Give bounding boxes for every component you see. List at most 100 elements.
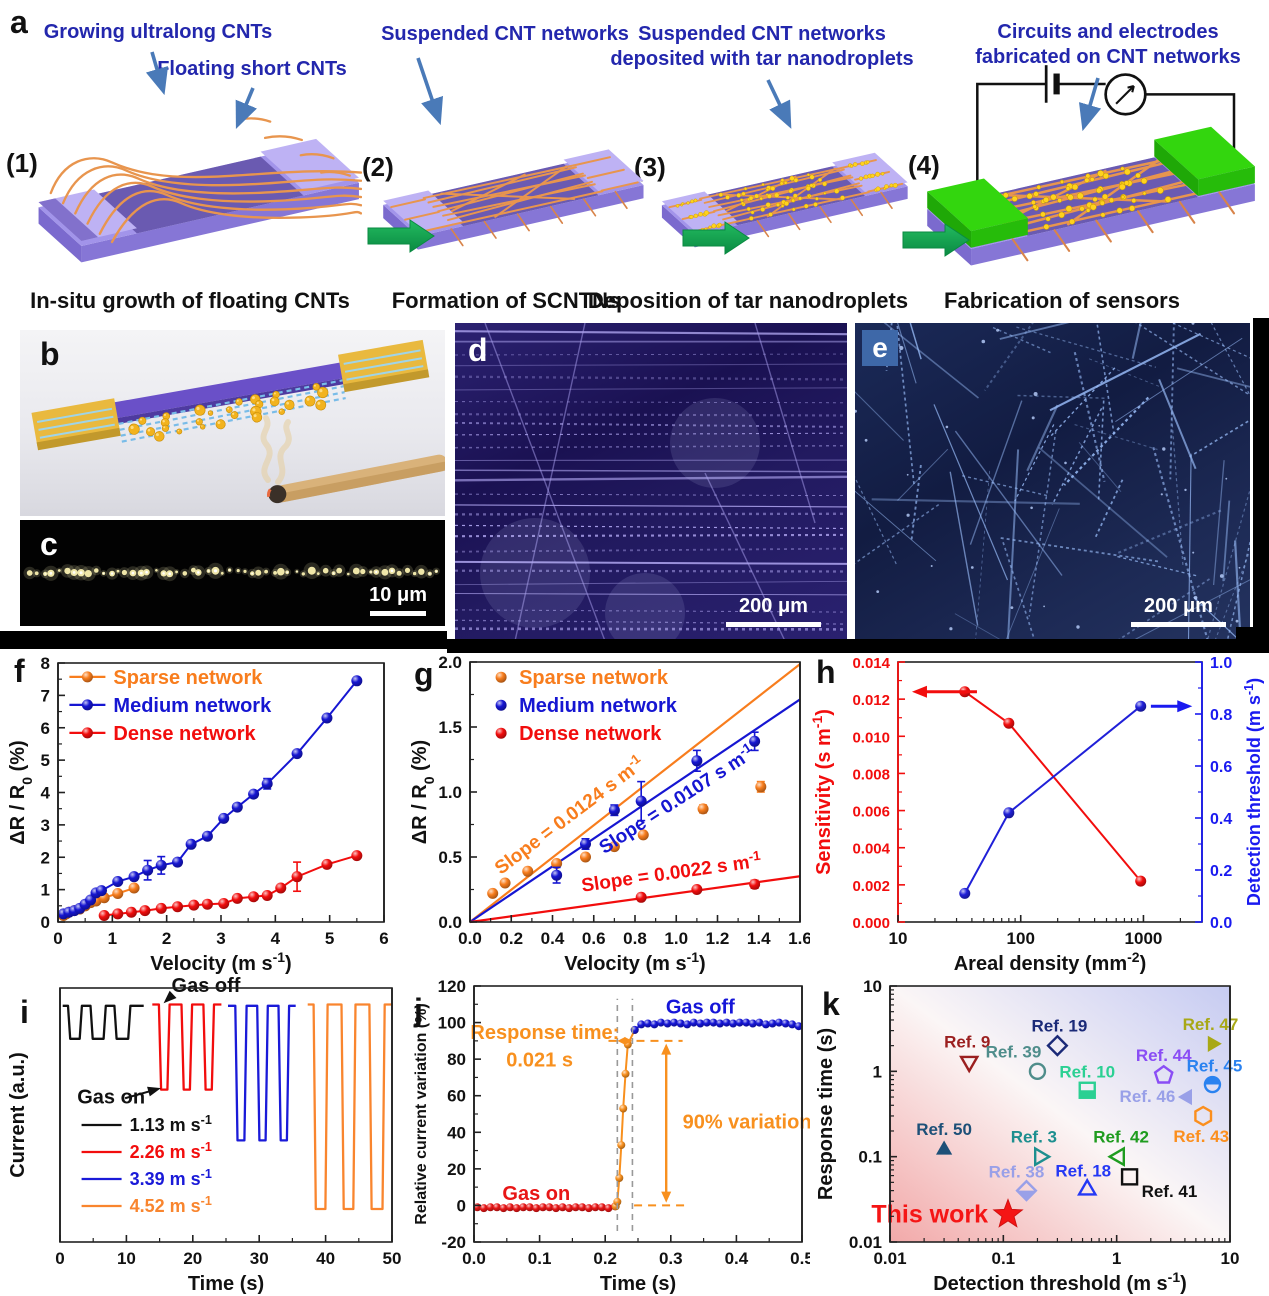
svg-text:1.0: 1.0 bbox=[1210, 655, 1232, 672]
svg-text:0.010: 0.010 bbox=[852, 729, 890, 746]
svg-text:Response time (s): Response time (s) bbox=[815, 1028, 837, 1200]
schematic-step2 bbox=[383, 149, 644, 250]
svg-text:ΔR / R0 (%): ΔR / R0 (%) bbox=[409, 740, 437, 844]
svg-text:0: 0 bbox=[55, 1249, 64, 1268]
caption-step2: Formation of SCNTNs bbox=[391, 288, 621, 313]
panel-label-j: j bbox=[414, 992, 423, 1028]
step-number-2: (2) bbox=[362, 152, 394, 182]
svg-text:6: 6 bbox=[41, 719, 50, 738]
step-number-4: (4) bbox=[908, 150, 940, 180]
svg-text:0.012: 0.012 bbox=[852, 692, 890, 709]
svg-text:Ref. 3: Ref. 3 bbox=[1011, 1128, 1057, 1147]
schematic-step1 bbox=[38, 117, 362, 263]
svg-text:0.0: 0.0 bbox=[462, 1249, 486, 1268]
svg-text:2.0: 2.0 bbox=[438, 653, 462, 672]
electrodes bbox=[927, 126, 1255, 248]
svg-text:0.1: 0.1 bbox=[858, 1148, 882, 1167]
chart-f: 0 1 2 3 4 5 6 0 1 2 3 4 5 6 7 8 Velocity (m s-1) ΔR / R0 … bbox=[7, 654, 389, 975]
svg-text:Detection threshold (m s-1): Detection threshold (m s-1) bbox=[933, 1269, 1187, 1295]
svg-text:Gas on: Gas on bbox=[502, 1183, 570, 1205]
electrode-left bbox=[31, 398, 121, 451]
svg-text:10: 10 bbox=[889, 929, 908, 948]
schematic-step4 bbox=[927, 65, 1255, 266]
svg-text:0.4: 0.4 bbox=[725, 1249, 749, 1268]
svg-text:0.8: 0.8 bbox=[1210, 707, 1232, 724]
svg-text:Time (s): Time (s) bbox=[600, 1273, 676, 1295]
svg-text:0.6: 0.6 bbox=[582, 929, 606, 948]
scalebar-d: 200 μm bbox=[726, 595, 821, 627]
chart-i: Gas off Gas on 0 10 20 30 40 50 Time (s) Current … bbox=[7, 976, 402, 1295]
svg-text:0.5: 0.5 bbox=[438, 848, 462, 867]
svg-text:Current (a.u.): Current (a.u.) bbox=[7, 1052, 29, 1178]
svg-text:Velocity (m s-1): Velocity (m s-1) bbox=[150, 949, 291, 975]
separator-bar bbox=[447, 639, 1269, 653]
svg-text:10: 10 bbox=[117, 1249, 136, 1268]
panel-c-image: 10 μm bbox=[20, 520, 445, 626]
panel-label-h: h bbox=[816, 654, 836, 690]
separator-bar bbox=[1236, 627, 1269, 653]
svg-text:Response time:: Response time: bbox=[470, 1022, 619, 1044]
svg-text:3: 3 bbox=[216, 929, 225, 948]
svg-text:120: 120 bbox=[438, 977, 466, 996]
svg-text:Gas off: Gas off bbox=[666, 996, 735, 1018]
svg-text:Ref. 38: Ref. 38 bbox=[989, 1163, 1045, 1182]
svg-text:40: 40 bbox=[316, 1249, 335, 1268]
svg-text:0.002: 0.002 bbox=[852, 878, 890, 895]
svg-text:Slope = 0.0124 s m-1: Slope = 0.0124 s m-1 bbox=[489, 750, 649, 879]
panel-d-image: 200 μm bbox=[455, 323, 847, 641]
svg-text:Relative current variation (%): Relative current variation (%) bbox=[413, 1003, 430, 1224]
panel-b-image bbox=[20, 330, 445, 516]
panel-label-d: d bbox=[468, 332, 488, 368]
svg-text:30: 30 bbox=[250, 1249, 269, 1268]
svg-text:2: 2 bbox=[41, 848, 50, 867]
svg-text:40: 40 bbox=[447, 1123, 466, 1142]
svg-text:2.26 m s-1: 2.26 m s-1 bbox=[130, 1140, 212, 1162]
svg-text:0.014: 0.014 bbox=[852, 655, 890, 672]
svg-text:Slope = 0.0107 s m-1: Slope = 0.0107 s m-1 bbox=[594, 739, 760, 859]
panel-b-schematic bbox=[31, 339, 445, 504]
svg-text:5: 5 bbox=[325, 929, 334, 948]
incense-stick-icon bbox=[266, 454, 445, 504]
svg-text:10: 10 bbox=[1221, 1249, 1240, 1268]
svg-text:0.021 s: 0.021 s bbox=[506, 1049, 573, 1071]
caption-step1: In-situ growth of floating CNTs bbox=[30, 288, 350, 313]
panel-label-f: f bbox=[14, 653, 25, 689]
svg-text:Ref. 50: Ref. 50 bbox=[916, 1120, 972, 1139]
svg-text:Ref. 46: Ref. 46 bbox=[1120, 1087, 1176, 1106]
svg-text:1.6: 1.6 bbox=[788, 929, 810, 948]
svg-text:3.39 m s-1: 3.39 m s-1 bbox=[130, 1167, 212, 1189]
caption-step3: Deposition of tar nanodroplets bbox=[587, 288, 909, 313]
svg-text:0: 0 bbox=[53, 929, 62, 948]
svg-text:Ref. 43: Ref. 43 bbox=[1173, 1127, 1229, 1146]
caption-step4: Fabrication of sensors bbox=[944, 288, 1180, 313]
svg-text:Medium network: Medium network bbox=[113, 695, 272, 717]
svg-text:1.4: 1.4 bbox=[747, 929, 771, 948]
svg-text:0.6: 0.6 bbox=[1210, 759, 1232, 776]
svg-text:0.0: 0.0 bbox=[1210, 915, 1232, 932]
svg-text:1.2: 1.2 bbox=[706, 929, 730, 948]
svg-text:50: 50 bbox=[383, 1249, 402, 1268]
svg-text:0.008: 0.008 bbox=[852, 766, 890, 783]
svg-text:Ref. 19: Ref. 19 bbox=[1032, 1017, 1088, 1036]
step-number-3: (3) bbox=[634, 152, 666, 182]
svg-text:0.01: 0.01 bbox=[873, 1249, 906, 1268]
svg-text:0.3: 0.3 bbox=[659, 1249, 683, 1268]
svg-text:Ref. 44: Ref. 44 bbox=[1136, 1046, 1192, 1065]
svg-text:1: 1 bbox=[108, 929, 117, 948]
svg-text:Ref. 47: Ref. 47 bbox=[1183, 1015, 1239, 1034]
svg-text:3: 3 bbox=[41, 816, 50, 835]
svg-text:Sparse network: Sparse network bbox=[519, 667, 669, 689]
smoke-icon bbox=[260, 415, 292, 485]
svg-text:1: 1 bbox=[41, 881, 50, 900]
svg-text:0.0: 0.0 bbox=[458, 929, 482, 948]
svg-text:Gas on: Gas on bbox=[77, 1087, 145, 1109]
svg-text:Gas off: Gas off bbox=[172, 976, 241, 997]
svg-text:100: 100 bbox=[438, 1014, 466, 1033]
svg-text:Ref. 42: Ref. 42 bbox=[1093, 1128, 1149, 1147]
svg-text:1000: 1000 bbox=[1125, 929, 1163, 948]
separator-bar bbox=[1253, 318, 1269, 651]
svg-text:Sensitivity (s m-1): Sensitivity (s m-1) bbox=[810, 709, 835, 875]
chart-j: Response time: 0.021 s 90% variation Gas on… bbox=[413, 977, 810, 1295]
